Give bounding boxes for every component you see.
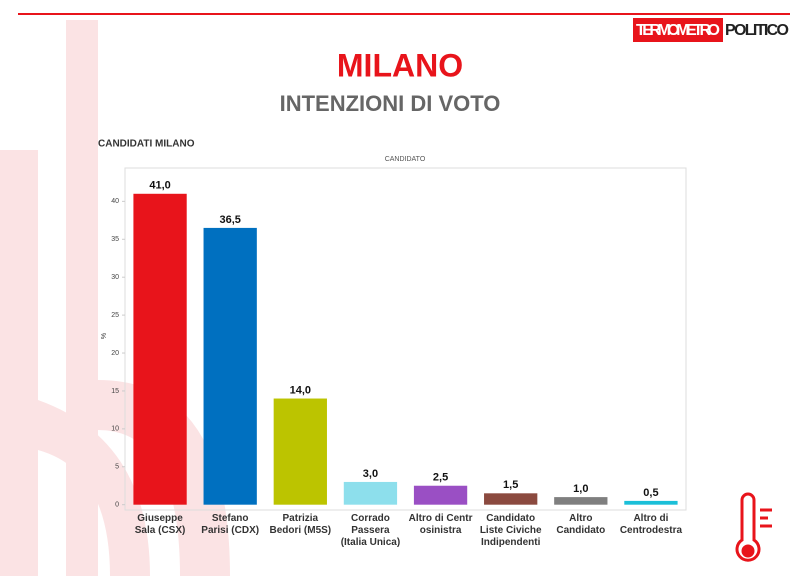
- x-tick-label-line: Sala (CSX): [135, 525, 186, 536]
- x-tick-label-line: Corrado: [351, 513, 390, 524]
- bar: [413, 485, 468, 505]
- y-tick-label: 10: [111, 426, 119, 433]
- x-tick-label: Altro Candidato: [556, 513, 605, 536]
- logo-box: [633, 18, 723, 42]
- y-tick-label: 35: [111, 236, 119, 243]
- x-tick-label-line: Stefano: [212, 513, 249, 524]
- bar: [133, 193, 187, 505]
- x-tick-label: Altro di Centrodestra: [620, 513, 683, 536]
- bar: [624, 500, 678, 505]
- x-tick-label-line: Giuseppe: [137, 513, 183, 524]
- bar: [203, 227, 257, 505]
- x-tick-label-line: Altro di: [633, 513, 668, 524]
- x-tick-label-line: Liste Civiche: [480, 525, 542, 536]
- x-tick-label-line: osinistra: [420, 525, 462, 536]
- slide-title: MILANO: [337, 47, 463, 83]
- x-tick-label: Stefano Parisi (CDX): [201, 513, 259, 536]
- y-tick-label: 40: [111, 198, 119, 205]
- x-axis-title: CANDIDATO: [385, 156, 426, 163]
- y-axis-title: %: [101, 333, 108, 339]
- value-label: 3,0: [363, 468, 378, 480]
- value-label: 1,5: [503, 479, 518, 491]
- x-tick-label-line: Patrizia: [283, 513, 319, 524]
- x-tick-label-line: Centrodestra: [620, 525, 683, 536]
- x-tick-label: Corrado Passera (Italia Unica): [341, 513, 400, 548]
- value-label: 36,5: [219, 214, 240, 226]
- y-tick-label: 15: [111, 388, 119, 395]
- bar: [484, 493, 538, 505]
- x-tick-label: Candidato Liste Civiche Indipendenti: [480, 513, 542, 548]
- x-tick-label-line: Passera: [351, 525, 390, 536]
- x-tick-label-line: Altro di Centr: [409, 513, 473, 524]
- x-tick-label-line: Candidato: [486, 513, 535, 524]
- y-tick-label: 25: [111, 312, 119, 319]
- value-label: 0,5: [643, 487, 658, 499]
- x-tick-label-line: Bedori (M5S): [269, 525, 331, 536]
- x-tick-label-line: Parisi (CDX): [201, 525, 259, 536]
- x-tick-label-line: (Italia Unica): [341, 537, 400, 548]
- background-decoration: [0, 20, 230, 576]
- y-tick-label: 30: [111, 274, 119, 281]
- value-label: 1,0: [573, 483, 588, 495]
- x-tick-label-line: Indipendenti: [481, 537, 541, 548]
- chart-title: CANDIDATI MILANO: [98, 139, 195, 150]
- y-tick-label: 5: [115, 464, 119, 471]
- y-tick-label: 20: [111, 350, 119, 357]
- logo-right: POLITICO: [725, 22, 789, 39]
- logo-left: TERMOMETRO: [636, 22, 720, 39]
- x-tick-label: Patrizia Bedori (M5S): [269, 513, 331, 536]
- y-tick-label: 0: [115, 502, 119, 509]
- value-label: 41,0: [149, 180, 170, 192]
- x-tick-label-line: Candidato: [556, 525, 605, 536]
- x-tick-label: Giuseppe Sala (CSX): [135, 513, 186, 536]
- x-tick-label: Altro di Centr osinistra: [409, 513, 473, 536]
- bar: [554, 497, 608, 505]
- bar: [343, 481, 398, 505]
- plot-frame: [124, 167, 687, 511]
- thermometer-icon: [735, 492, 772, 562]
- x-tick-label-line: Altro: [569, 513, 592, 524]
- value-label: 2,5: [433, 472, 448, 484]
- bar: [273, 398, 327, 505]
- slide-subtitle: INTENZIONI DI VOTO: [280, 91, 501, 116]
- value-label: 14,0: [290, 384, 311, 396]
